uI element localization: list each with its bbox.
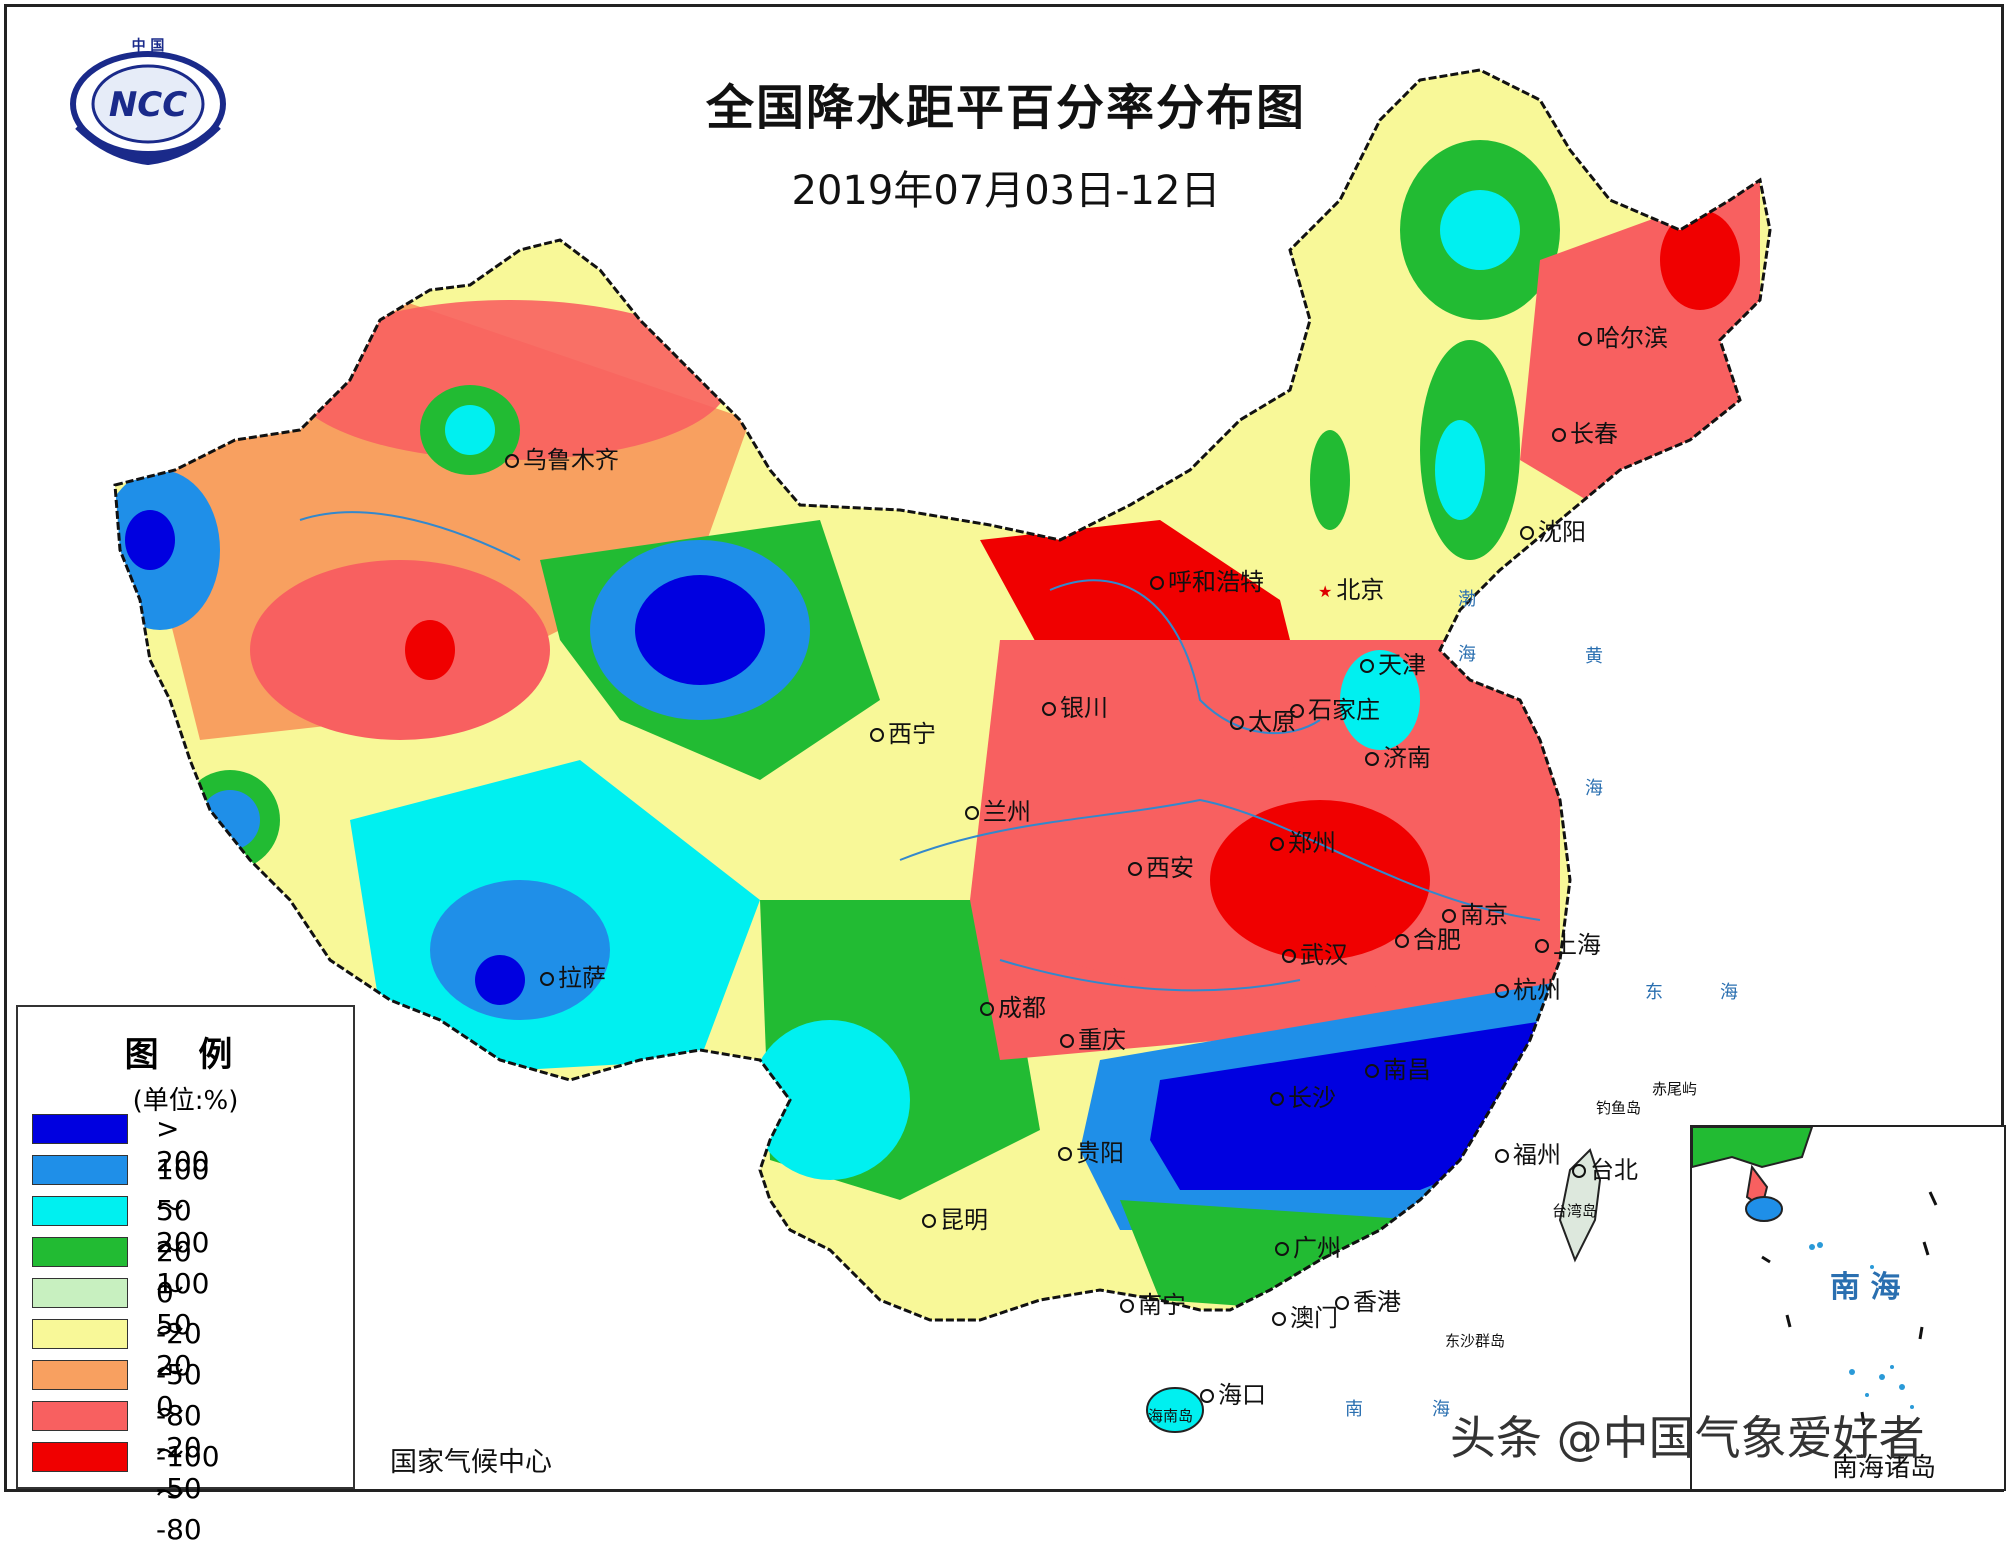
city-label: 北京 xyxy=(1318,570,1384,605)
city-label: 海口 xyxy=(1200,1375,1266,1410)
legend-unit: (单位:%) xyxy=(132,1086,239,1116)
sea-label-bohai: 渤 xyxy=(1458,589,1476,610)
city-label: 长沙 xyxy=(1270,1078,1336,1113)
city-label: 贵阳 xyxy=(1058,1133,1124,1168)
island-label: 台湾岛 xyxy=(1552,1202,1598,1220)
south-sea-inset: 南 海 南海诸岛 xyxy=(1690,1125,2006,1491)
city-label: 广州 xyxy=(1275,1228,1341,1263)
city-label: 太原 xyxy=(1230,702,1296,737)
legend-label: 50 ～ 100 xyxy=(156,1194,210,1300)
legend-swatch xyxy=(32,1401,128,1431)
city-label: 沈阳 xyxy=(1520,512,1586,547)
city-label: 澳门 xyxy=(1272,1298,1338,1333)
legend: 图 例 (单位:%) > 200 100 ～ 200 50 ～ 100 20 ～ 50… xyxy=(16,1005,355,1546)
map-title: 全国降水距平百分率分布图 xyxy=(705,80,1306,136)
legend-label: > 200 xyxy=(156,1112,210,1178)
city-label: 兰州 xyxy=(965,792,1031,827)
inset-sea-label: 南 海 xyxy=(1830,1270,1901,1305)
city-label: 哈尔滨 xyxy=(1578,318,1668,353)
city-label: 石家庄 xyxy=(1290,690,1380,725)
legend-swatch xyxy=(32,1114,128,1144)
city-label: 上海 xyxy=(1535,925,1601,960)
city-label: 天津 xyxy=(1360,645,1426,680)
legend-swatch xyxy=(32,1196,128,1226)
sea-label-nan: 南 xyxy=(1345,1399,1363,1420)
legend-swatch xyxy=(32,1155,128,1185)
inset-map xyxy=(1691,1126,1938,1426)
city-label: 长春 xyxy=(1552,414,1618,449)
city-label: 杭州 xyxy=(1495,970,1561,1005)
city-label: 南昌 xyxy=(1365,1050,1431,1085)
city-label: 重庆 xyxy=(1060,1020,1126,1055)
city-label: 武汉 xyxy=(1282,935,1348,970)
legend-title: 图 例 xyxy=(124,1035,247,1075)
map-subtitle: 2019年07月03日-12日 xyxy=(791,168,1221,214)
city-label: 乌鲁木齐 xyxy=(505,440,619,475)
legend-swatch xyxy=(32,1237,128,1267)
legend-swatch xyxy=(32,1319,128,1349)
city-label: 昆明 xyxy=(922,1200,988,1235)
legend-swatch xyxy=(32,1278,128,1308)
credit-label: 国家气候中心 xyxy=(390,1447,552,1478)
legend-label: -20 ～ 0 xyxy=(156,1317,202,1423)
sea-label-bohai: 海 xyxy=(1458,644,1476,665)
sea-label-huang: 海 xyxy=(1585,778,1603,799)
sea-label-huang: 黄 xyxy=(1585,646,1603,667)
island-label: 钓鱼岛 xyxy=(1596,1099,1642,1117)
inset-title: 南海诸岛 xyxy=(1832,1453,1937,1483)
legend-label: -50 ～ -20 xyxy=(156,1358,202,1464)
city-label: 郑州 xyxy=(1270,823,1336,858)
city-label: 济南 xyxy=(1365,738,1431,773)
watermark: 头条 @中国气象爱好者 xyxy=(1450,1411,1925,1465)
legend-swatch xyxy=(32,1360,128,1390)
legend-label: -100 ～ -80 xyxy=(156,1440,220,1546)
city-label: 南京 xyxy=(1442,895,1508,930)
city-label: 拉萨 xyxy=(540,958,606,993)
legend-label: 0 ～ 20 xyxy=(156,1276,192,1382)
sea-label-dong: 东 xyxy=(1645,982,1663,1003)
sea-label-dong: 海 xyxy=(1720,982,1738,1003)
legend-label: 100 ～ 200 xyxy=(156,1153,210,1259)
logo-text: NCC xyxy=(109,85,187,125)
island-label: 赤尾屿 xyxy=(1652,1080,1698,1098)
sea-label-nan: 海 xyxy=(1432,1399,1450,1420)
logo-top-text: 中 国 xyxy=(132,37,165,54)
city-label: 南宁 xyxy=(1120,1285,1186,1320)
island-label: 海南岛 xyxy=(1148,1407,1194,1425)
city-label: 成都 xyxy=(980,988,1046,1023)
city-label: 西安 xyxy=(1128,848,1194,883)
city-label: 银川 xyxy=(1042,688,1108,723)
ncc-logo: NCC 中 国 xyxy=(70,37,226,166)
island-label: 东沙群岛 xyxy=(1445,1332,1506,1350)
city-label: 合肥 xyxy=(1395,920,1461,955)
map-frame xyxy=(4,4,2004,1492)
city-label: 西宁 xyxy=(870,714,936,749)
legend-label: 20 ～ 50 xyxy=(156,1235,192,1341)
precipitation-map xyxy=(113,68,1772,1433)
city-label: 台北 xyxy=(1572,1150,1638,1185)
legend-swatch xyxy=(32,1442,128,1472)
city-label: 香港 xyxy=(1335,1282,1401,1317)
city-label: 呼和浩特 xyxy=(1150,562,1264,597)
city-label: 福州 xyxy=(1495,1135,1561,1170)
